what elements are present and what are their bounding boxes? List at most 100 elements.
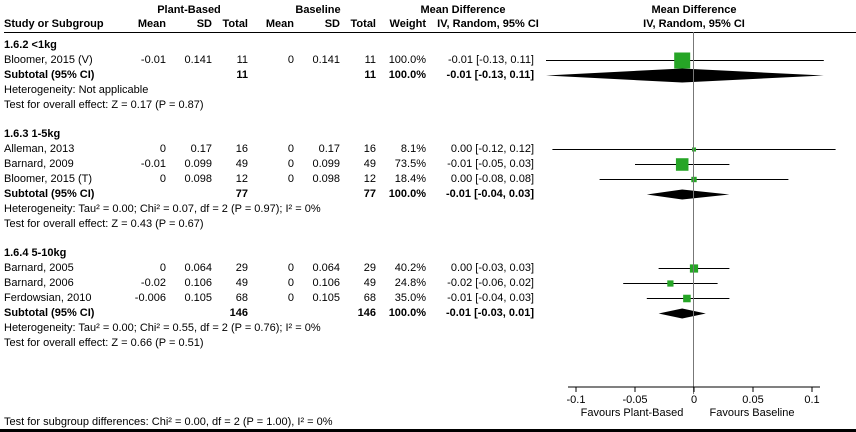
study-row: Barnard, 2009 -0.01 0.099 49 0 0.099 49 … bbox=[4, 157, 856, 172]
tick-label: 0.05 bbox=[742, 394, 764, 406]
group2-header: Baseline bbox=[295, 4, 341, 16]
total2-value: 29 bbox=[363, 262, 376, 274]
subtotal-total1: 146 bbox=[229, 307, 248, 319]
total2-value: 16 bbox=[363, 143, 376, 155]
subtotal-row: Subtotal (95% CI) 77 77 100.0% -0.01 [-0… bbox=[4, 187, 856, 202]
favours-right-label: Favours Baseline bbox=[709, 407, 795, 419]
study-row: Barnard, 2006 -0.02 0.106 49 0 0.106 49 … bbox=[4, 276, 856, 291]
subtotal-row: Subtotal (95% CI) 146 146 100.0% -0.01 [… bbox=[4, 306, 856, 321]
subgroup-difference-note: Test for subgroup differences: Chi² = 0.… bbox=[4, 416, 333, 428]
sd1-value: 0.141 bbox=[184, 54, 212, 66]
mean2-value: 0 bbox=[287, 292, 294, 304]
total2-value: 49 bbox=[363, 158, 376, 170]
weight-value: 40.2% bbox=[394, 262, 426, 274]
weight-value: 8.1% bbox=[400, 143, 426, 155]
study-name: Bloomer, 2015 (T) bbox=[4, 173, 93, 185]
ci-text: -0.01 [-0.13, 0.11] bbox=[447, 54, 534, 66]
subtotal-row: Subtotal (95% CI) 11 11 100.0% -0.01 [-0… bbox=[4, 68, 856, 83]
study-row: Barnard, 2005 0 0.064 29 0 0.064 29 40.2… bbox=[4, 261, 856, 276]
total2-value: 12 bbox=[363, 173, 376, 185]
mean1-value: 0 bbox=[159, 173, 166, 185]
section-title: 1.6.2 <1kg bbox=[4, 39, 57, 51]
subtotal-label: Subtotal (95% CI) bbox=[4, 307, 95, 319]
study-row: Bloomer, 2015 (T) 0 0.098 12 0 0.098 12 … bbox=[4, 172, 856, 187]
ci-marker bbox=[599, 176, 789, 183]
sd1-value: 0.106 bbox=[184, 277, 212, 289]
ci-text: 0.00 [-0.08, 0.08] bbox=[450, 173, 534, 185]
study-row: Alleman, 2013 0 0.17 16 0 0.17 16 8.1% 0… bbox=[4, 142, 856, 157]
study-name: Barnard, 2006 bbox=[4, 277, 74, 289]
total1-value: 49 bbox=[235, 277, 248, 289]
pooled-diamond bbox=[658, 308, 706, 319]
subtotal-weight: 100.0% bbox=[388, 307, 426, 319]
forest-marker-cell bbox=[544, 142, 844, 157]
sd2-value: 0.106 bbox=[312, 277, 340, 289]
subtotal-ci-text: -0.01 [-0.04, 0.03] bbox=[445, 188, 534, 200]
sd2-value: 0.064 bbox=[312, 262, 340, 274]
weight-value: 24.8% bbox=[394, 277, 426, 289]
axis-line bbox=[568, 386, 820, 392]
x-axis: -0.1 -0.05 0 0.05 0.1 Favours Plant-Base… bbox=[544, 386, 844, 429]
study-name: Barnard, 2009 bbox=[4, 158, 74, 170]
pooled-diamond-cell bbox=[544, 68, 844, 83]
ci-marker bbox=[635, 158, 730, 171]
sd1-column-header: SD bbox=[196, 18, 212, 30]
forest-marker-cell bbox=[544, 52, 844, 69]
tick-label: -0.05 bbox=[622, 394, 648, 406]
mean2-value: 0 bbox=[287, 54, 294, 66]
heterogeneity-note: Heterogeneity: Tau² = 0.00; Chi² = 0.07,… bbox=[4, 203, 321, 215]
sd1-value: 0.098 bbox=[184, 173, 212, 185]
forest-marker-cell bbox=[544, 291, 844, 306]
mean1-column-header: Mean bbox=[137, 18, 166, 30]
study-row: Ferdowsian, 2010 -0.006 0.105 68 0 0.105… bbox=[4, 291, 856, 306]
ci-marker bbox=[552, 147, 836, 152]
forest-marker-cell bbox=[544, 157, 844, 172]
section-title: 1.6.3 1-5kg bbox=[4, 128, 61, 140]
subtotal-total2: 77 bbox=[363, 188, 376, 200]
ci-text: -0.01 [-0.05, 0.03] bbox=[447, 158, 534, 170]
sd2-value: 0.141 bbox=[312, 54, 340, 66]
group1-header: Plant-Based bbox=[157, 4, 221, 16]
mean2-value: 0 bbox=[287, 158, 294, 170]
subtotal-total1: 77 bbox=[235, 188, 248, 200]
pooled-diamond-cell bbox=[544, 306, 844, 321]
mean-difference-header-right: Mean Difference bbox=[651, 4, 737, 16]
subtotal-total1: 11 bbox=[236, 69, 248, 81]
axis-direction-labels: Favours Plant-Based Favours Baseline bbox=[544, 407, 844, 421]
ci-text: -0.01 [-0.04, 0.03] bbox=[447, 292, 534, 304]
subtotal-label: Subtotal (95% CI) bbox=[4, 188, 95, 200]
subtotal-ci-text: -0.01 [-0.03, 0.01] bbox=[445, 307, 534, 319]
total1-value: 11 bbox=[236, 54, 248, 66]
subtotal-total2: 11 bbox=[364, 69, 376, 81]
header-group-row: Plant-Based Baseline Mean Difference Mea… bbox=[4, 3, 856, 17]
study-name: Bloomer, 2015 (V) bbox=[4, 54, 93, 66]
heterogeneity-note: Heterogeneity: Tau² = 0.00; Chi² = 0.55,… bbox=[4, 322, 321, 334]
ci-marker bbox=[658, 264, 730, 273]
weight-value: 73.5% bbox=[394, 158, 426, 170]
overall-effect-note: Test for overall effect: Z = 0.66 (P = 0… bbox=[4, 337, 204, 349]
column-header-row: Study or Subgroup Mean SD Total Mean SD … bbox=[4, 17, 856, 33]
ci-column-header: IV, Random, 95% CI bbox=[437, 18, 539, 30]
mean1-value: 0 bbox=[159, 143, 166, 155]
weight-column-header: Weight bbox=[389, 18, 426, 30]
total2-column-header: Total bbox=[350, 18, 376, 30]
ci-marker bbox=[646, 294, 730, 303]
mean2-column-header: Mean bbox=[265, 18, 294, 30]
subtotal-weight: 100.0% bbox=[388, 69, 426, 81]
mean2-value: 0 bbox=[287, 143, 294, 155]
mean2-value: 0 bbox=[287, 277, 294, 289]
pooled-diamond-cell bbox=[544, 187, 844, 202]
tick-label: 0 bbox=[690, 394, 698, 406]
total1-value: 68 bbox=[235, 292, 248, 304]
pooled-diamond bbox=[646, 189, 730, 200]
study-row: Bloomer, 2015 (V) -0.01 0.141 11 0 0.141… bbox=[4, 52, 856, 69]
total1-value: 12 bbox=[235, 173, 248, 185]
subtotal-weight: 100.0% bbox=[388, 188, 426, 200]
zero-reference-line bbox=[693, 32, 694, 394]
total2-value: 49 bbox=[363, 277, 376, 289]
mean-difference-header-left: Mean Difference bbox=[420, 4, 506, 16]
ci-marker bbox=[623, 280, 718, 287]
heterogeneity-note: Heterogeneity: Not applicable bbox=[4, 84, 149, 96]
ci-text: 0.00 [-0.12, 0.12] bbox=[450, 143, 534, 155]
overall-effect-note: Test for overall effect: Z = 0.17 (P = 0… bbox=[4, 99, 204, 111]
